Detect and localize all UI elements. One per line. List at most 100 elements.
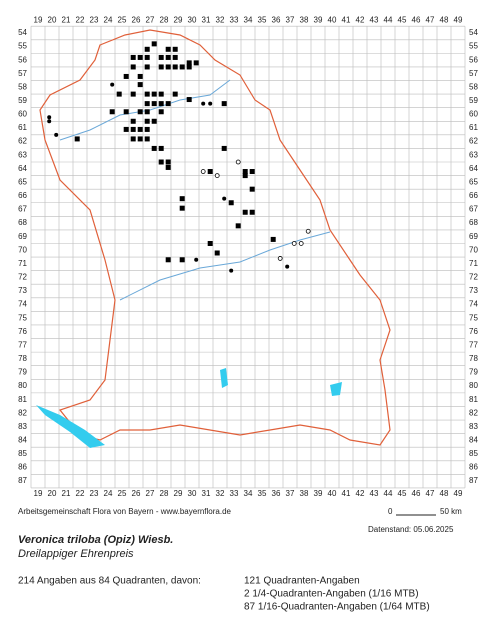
column-label: 39 xyxy=(314,489,323,498)
dot xyxy=(47,119,52,124)
quadrant-square xyxy=(179,64,185,70)
quadrant-square xyxy=(74,136,80,142)
column-label: 48 xyxy=(440,489,449,498)
quadrant-square xyxy=(158,109,164,115)
quadrant-square xyxy=(249,209,255,215)
quadrant-square xyxy=(151,145,157,151)
row-label: 71 xyxy=(18,259,27,268)
column-label: 25 xyxy=(118,489,127,498)
quadrant-square xyxy=(123,73,129,79)
quadrant-square xyxy=(249,169,255,175)
quadrant-square xyxy=(165,54,171,60)
row-label: 70 xyxy=(469,245,478,254)
row-label: 78 xyxy=(18,354,27,363)
quadrant-square xyxy=(144,101,150,107)
quadrant-square xyxy=(186,60,192,66)
row-label: 68 xyxy=(469,218,478,227)
column-label: 31 xyxy=(202,489,211,498)
row-label: 74 xyxy=(18,300,27,309)
column-label: 36 xyxy=(272,489,281,498)
row-label: 65 xyxy=(469,177,478,186)
column-label: 32 xyxy=(216,489,225,498)
column-label: 20 xyxy=(48,489,57,498)
quadrant-square xyxy=(207,169,213,175)
row-label: 72 xyxy=(469,273,478,282)
row-label: 85 xyxy=(469,449,478,458)
row-label: 72 xyxy=(18,273,27,282)
column-label: 41 xyxy=(342,15,351,24)
ring xyxy=(277,256,283,261)
lake-constance xyxy=(36,405,105,448)
dot xyxy=(194,257,199,262)
quadrant-square xyxy=(179,257,185,263)
row-label: 75 xyxy=(18,313,27,322)
column-label: 30 xyxy=(188,489,197,498)
row-label: 64 xyxy=(469,164,478,173)
row-label: 69 xyxy=(469,232,478,241)
quadrant-square xyxy=(137,73,143,79)
column-label: 32 xyxy=(216,15,225,24)
column-label: 45 xyxy=(398,15,407,24)
quadrant-square xyxy=(137,136,143,142)
row-label: 60 xyxy=(469,110,478,119)
column-label: 25 xyxy=(118,15,127,24)
row-label: 62 xyxy=(18,137,27,146)
lake xyxy=(220,368,342,396)
row-label: 77 xyxy=(18,340,27,349)
row-label: 76 xyxy=(18,327,27,336)
column-label: 48 xyxy=(440,15,449,24)
dot xyxy=(285,264,290,269)
stat-line: 2 1/4-Quadranten-Angaben (1/16 MTB) xyxy=(244,589,419,600)
row-label: 80 xyxy=(469,381,478,390)
quadrant-square xyxy=(123,126,129,132)
quadrant-square xyxy=(158,54,164,60)
column-label: 43 xyxy=(370,15,379,24)
column-label: 34 xyxy=(244,489,253,498)
column-label: 28 xyxy=(160,489,169,498)
quadrant-square xyxy=(137,82,143,88)
quadrant-square xyxy=(172,64,178,70)
column-label: 47 xyxy=(426,489,435,498)
quadrant-square xyxy=(221,145,227,151)
quadrant-square xyxy=(158,159,164,165)
column-label: 22 xyxy=(76,15,85,24)
row-label: 71 xyxy=(469,259,478,268)
row-label: 77 xyxy=(469,340,478,349)
row-label: 76 xyxy=(469,327,478,336)
ring xyxy=(235,159,241,165)
dot xyxy=(208,101,213,106)
quadrant-square xyxy=(130,91,136,97)
date: Datenstand: 05.06.2025 xyxy=(368,525,454,534)
row-label: 59 xyxy=(18,96,27,105)
column-label: 19 xyxy=(34,15,43,24)
dot xyxy=(201,101,206,106)
quadrant-square xyxy=(123,109,129,115)
river-main xyxy=(59,79,231,141)
row-label: 79 xyxy=(469,368,478,377)
column-label: 38 xyxy=(300,489,309,498)
row-label: 54 xyxy=(469,28,478,37)
row-label: 57 xyxy=(469,69,478,78)
column-label: 43 xyxy=(370,489,379,498)
column-label: 44 xyxy=(384,15,393,24)
quadrant-square xyxy=(144,136,150,142)
column-label: 33 xyxy=(230,489,239,498)
column-label: 42 xyxy=(356,15,365,24)
quadrant-square xyxy=(186,97,192,103)
quadrant-square xyxy=(144,54,150,60)
ring xyxy=(298,241,304,246)
column-label: 27 xyxy=(146,15,155,24)
row-label: 81 xyxy=(469,395,478,404)
quadrant-square xyxy=(158,91,164,97)
row-label: 55 xyxy=(469,42,478,51)
row-label: 78 xyxy=(469,354,478,363)
quadrant-square xyxy=(179,205,185,211)
row-label: 67 xyxy=(469,205,478,214)
column-label: 21 xyxy=(62,15,71,24)
quadrant-square xyxy=(158,145,164,151)
column-label: 35 xyxy=(258,489,267,498)
row-label: 69 xyxy=(18,232,27,241)
column-label: 29 xyxy=(174,489,183,498)
row-label: 85 xyxy=(18,449,27,458)
